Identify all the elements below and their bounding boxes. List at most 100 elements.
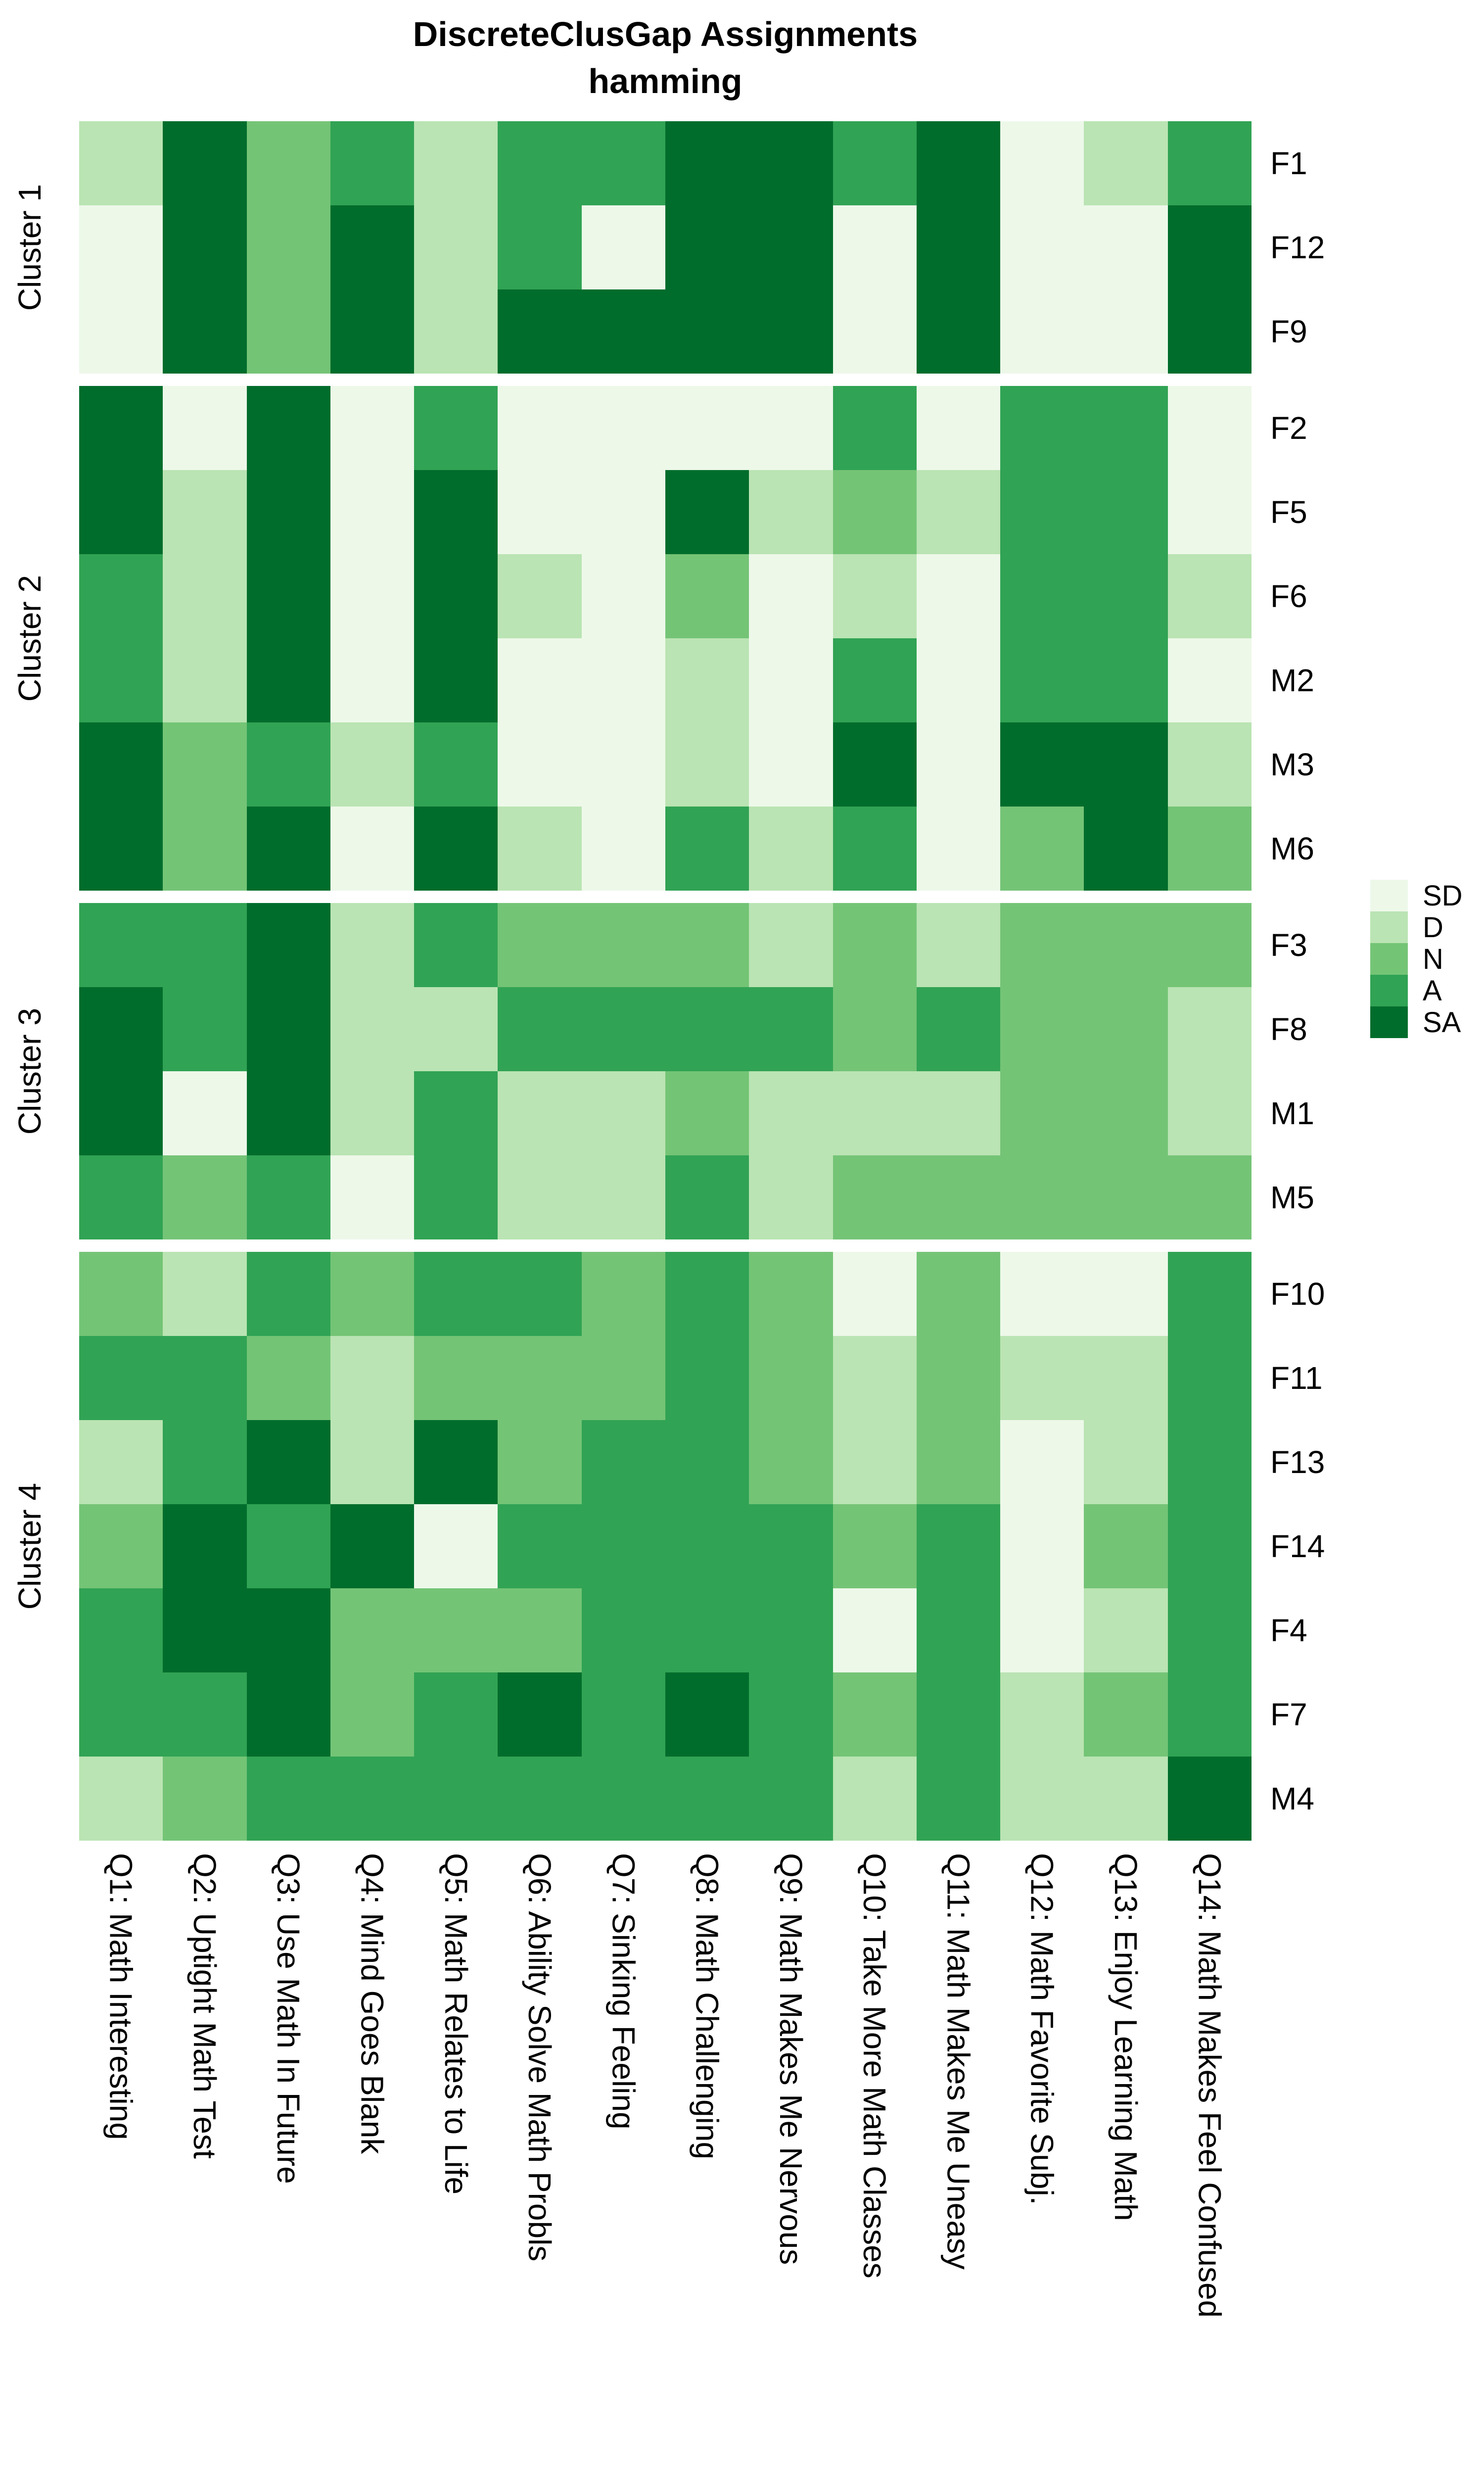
column-label-text: Q11: Math Makes Me Uneasy	[940, 1853, 976, 2270]
heatmap-cell	[833, 903, 917, 987]
heatmap-cell	[330, 470, 415, 554]
legend-entry: D	[1370, 911, 1463, 944]
heatmap-cell	[330, 289, 415, 374]
heatmap-cell	[330, 121, 415, 205]
heatmap-cell	[498, 1672, 582, 1757]
heatmap-cell	[498, 903, 582, 987]
heatmap-cell	[916, 1588, 1001, 1672]
heatmap-cell	[498, 386, 582, 470]
heatmap-cell	[246, 903, 330, 987]
heatmap-cell	[1084, 386, 1168, 470]
heatmap-cell	[916, 1155, 1001, 1239]
row-label: F10	[1270, 1276, 1325, 1312]
heatmap-cell	[1000, 1504, 1084, 1588]
heatmap-cell	[665, 903, 749, 987]
heatmap-cell	[749, 470, 833, 554]
heatmap-cell	[1000, 121, 1084, 205]
column-label: Q7: Sinking Feeling	[582, 1853, 665, 2130]
heatmap-row: F4	[79, 1588, 1307, 1672]
column-label: Q3: Use Math In Future	[247, 1853, 330, 2184]
row-label: M1	[1270, 1095, 1314, 1131]
heatmap-cell	[79, 638, 163, 722]
heatmap-cell	[581, 1420, 665, 1504]
heatmap-cell	[1167, 987, 1252, 1071]
heatmap-cell	[1167, 205, 1252, 289]
heatmap-cell	[916, 205, 1001, 289]
heatmap-cell	[581, 903, 665, 987]
heatmap-cell	[498, 1071, 582, 1155]
column-label-text: Q13: Enjoy Learning Math	[1108, 1853, 1144, 2221]
heatmap-cell	[749, 121, 833, 205]
legend-swatch	[1370, 1006, 1408, 1038]
cluster-label: Cluster 1	[12, 184, 47, 311]
heatmap-cell	[1084, 1420, 1168, 1504]
heatmap-cell	[749, 1672, 833, 1757]
heatmap-cell	[1084, 1504, 1168, 1588]
heatmap-cell	[163, 386, 247, 470]
heatmap-cell	[749, 722, 833, 807]
heatmap-cell	[1167, 1420, 1252, 1504]
heatmap-cell	[1000, 554, 1084, 638]
heatmap-row: M2	[79, 638, 1314, 722]
heatmap-cell	[916, 1336, 1001, 1420]
heatmap-cell	[1000, 1336, 1084, 1420]
heatmap-cell	[246, 722, 330, 807]
heatmap-cell	[1000, 1155, 1084, 1239]
heatmap-cell	[581, 1252, 665, 1336]
column-label: Q2: Uptight Math Test	[163, 1853, 246, 2159]
heatmap-cell	[246, 1155, 330, 1239]
cluster-label-box: Cluster 1	[5, 121, 54, 374]
heatmap-cell	[916, 121, 1001, 205]
heatmap-cell	[414, 987, 498, 1071]
heatmap-cell	[163, 722, 247, 807]
heatmap-cell	[246, 554, 330, 638]
heatmap-cell	[581, 470, 665, 554]
legend-label: D	[1423, 911, 1443, 944]
heatmap-cell	[916, 554, 1001, 638]
heatmap-cell	[665, 386, 749, 470]
heatmap-cell	[1084, 1757, 1168, 1841]
heatmap-cell	[749, 1336, 833, 1420]
heatmap-cell	[1084, 205, 1168, 289]
column-label: Q4: Mind Goes Blank	[330, 1853, 414, 2154]
heatmap-cell	[1084, 121, 1168, 205]
heatmap-cell	[414, 121, 498, 205]
heatmap-cell	[79, 205, 163, 289]
heatmap-cell	[1167, 638, 1252, 722]
heatmap-cell	[414, 638, 498, 722]
heatmap-cell	[1167, 1252, 1252, 1336]
heatmap-cell	[1084, 1588, 1168, 1672]
heatmap-cell	[414, 1420, 498, 1504]
legend-swatch	[1370, 943, 1408, 975]
heatmap-cell	[330, 1672, 415, 1757]
heatmap-cell	[1167, 554, 1252, 638]
heatmap-cell	[833, 1252, 917, 1336]
cluster-label: Cluster 2	[12, 574, 47, 702]
heatmap-cell	[916, 987, 1001, 1071]
column-label-text: Q7: Sinking Feeling	[605, 1853, 642, 2130]
heatmap-cell	[749, 205, 833, 289]
heatmap-cell	[1000, 1757, 1084, 1841]
heatmap-cell	[330, 1071, 415, 1155]
heatmap-cell	[163, 987, 247, 1071]
heatmap-cell	[1084, 987, 1168, 1071]
row-label: M4	[1270, 1781, 1314, 1816]
heatmap-cell	[916, 1071, 1001, 1155]
heatmap-cell	[414, 722, 498, 807]
heatmap-cell	[1167, 903, 1252, 987]
heatmap-cell	[498, 987, 582, 1071]
column-label-text: Q6: Ability Solve Math Probls	[522, 1853, 558, 2262]
heatmap-cell	[498, 1504, 582, 1588]
cluster-block-1: Cluster 1 F1 F12 F9	[12, 121, 1325, 374]
heatmap-cell	[1000, 903, 1084, 987]
cluster-label-box: Cluster 3	[5, 903, 54, 1239]
column-label-text: Q12: Math Favorite Subj.	[1024, 1853, 1060, 2205]
heatmap-cell	[79, 386, 163, 470]
heatmap-cell	[581, 987, 665, 1071]
heatmap-cell	[498, 205, 582, 289]
heatmap-cell	[833, 638, 917, 722]
legend-label: SD	[1423, 879, 1463, 912]
heatmap-cell	[498, 1336, 582, 1420]
heatmap-cell	[665, 1504, 749, 1588]
heatmap-cell	[665, 1757, 749, 1841]
